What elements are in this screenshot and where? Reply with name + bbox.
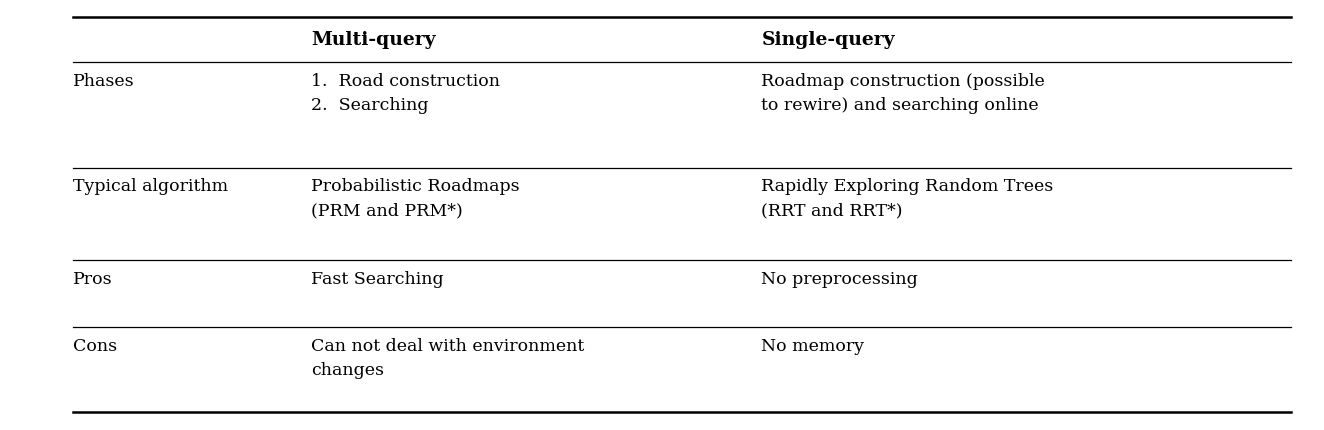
- Text: Can not deal with environment
changes: Can not deal with environment changes: [311, 338, 584, 379]
- Text: Pros: Pros: [73, 271, 113, 288]
- Text: Single-query: Single-query: [761, 31, 895, 49]
- Text: No preprocessing: No preprocessing: [761, 271, 918, 288]
- Text: No memory: No memory: [761, 338, 865, 355]
- Text: Rapidly Exploring Random Trees
(RRT and RRT*): Rapidly Exploring Random Trees (RRT and …: [761, 178, 1054, 220]
- Text: Multi-query: Multi-query: [311, 31, 436, 49]
- Text: Roadmap construction (possible
to rewire) and searching online: Roadmap construction (possible to rewire…: [761, 73, 1045, 114]
- Text: Typical algorithm: Typical algorithm: [73, 178, 228, 196]
- Text: 1.  Road construction
2.  Searching: 1. Road construction 2. Searching: [311, 73, 500, 114]
- Text: Probabilistic Roadmaps
(PRM and PRM*): Probabilistic Roadmaps (PRM and PRM*): [311, 178, 520, 220]
- Text: Fast Searching: Fast Searching: [311, 271, 444, 288]
- Text: Phases: Phases: [73, 73, 135, 90]
- Text: Cons: Cons: [73, 338, 117, 355]
